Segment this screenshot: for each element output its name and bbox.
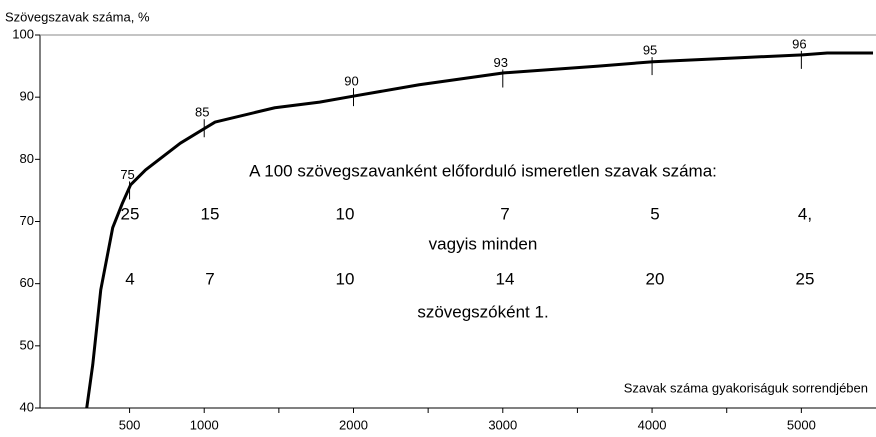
- annotation-value: 15: [201, 204, 220, 223]
- x-axis-label: Szavak száma gyakoriságuk sorrendjében: [624, 380, 868, 395]
- point-label: 95: [643, 43, 657, 58]
- annotation-middle: vagyis minden: [429, 234, 538, 253]
- point-label: 90: [344, 74, 358, 89]
- y-tick-label: 70: [20, 213, 34, 228]
- x-tick-label: 1000: [190, 417, 219, 432]
- annotation-value: 4: [125, 269, 134, 288]
- annotation-value: 25: [121, 204, 140, 223]
- y-tick-label: 100: [12, 26, 34, 41]
- y-tick-label: 60: [20, 275, 34, 290]
- point-label: 85: [195, 105, 209, 120]
- y-tick-label: 40: [20, 399, 34, 414]
- annotation-value: 7: [205, 269, 214, 288]
- annotation-value: 5: [650, 204, 659, 223]
- annotation-value: 7: [500, 204, 509, 223]
- x-tick-label: 4000: [638, 417, 667, 432]
- annotation-value: 10: [336, 204, 355, 223]
- x-tick-label: 2000: [339, 417, 368, 432]
- annotation-footer: szövegszóként 1.: [417, 302, 548, 321]
- y-tick-label: 50: [20, 337, 34, 352]
- annotation-value: 4,: [798, 204, 812, 223]
- annotation-value: 10: [336, 269, 355, 288]
- y-tick-label: 80: [20, 151, 34, 166]
- line: [85, 51, 874, 409]
- point-label: 96: [792, 36, 806, 51]
- x-tick-label: 500: [119, 417, 141, 432]
- annotation-heading: A 100 szövegszavanként előforduló ismere…: [249, 161, 717, 180]
- annotation-value: 25: [796, 269, 815, 288]
- y-axis-label: Szövegszavak száma, %: [5, 9, 150, 24]
- annotation-value: 14: [496, 269, 515, 288]
- y-tick-label: 90: [20, 89, 34, 104]
- x-tick-label: 3000: [488, 417, 517, 432]
- point-label: 75: [120, 167, 134, 182]
- x-tick-label: 5000: [787, 417, 816, 432]
- point-label: 93: [494, 55, 508, 70]
- annotation-value: 20: [646, 269, 665, 288]
